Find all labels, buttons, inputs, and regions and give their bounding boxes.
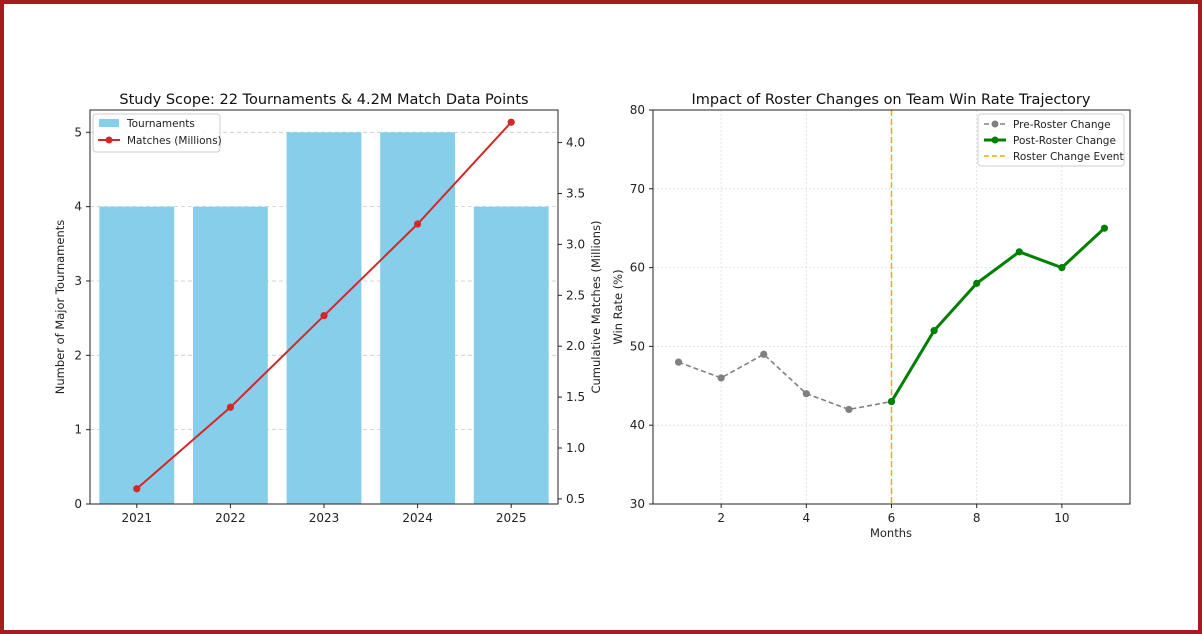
left-y2-tick-label: 3.5	[566, 186, 585, 200]
legend-marker-pre-roster	[991, 120, 999, 128]
line-pre-roster	[678, 353, 892, 411]
left-chart-title: Study Scope: 22 Tournaments & 4.2M Match…	[119, 92, 528, 108]
left-y2-tick-label: 1.5	[566, 390, 585, 404]
left-y2-axis-label: Cumulative Matches (Millions)	[589, 220, 603, 393]
legend-label-post-roster: Post-Roster Change	[1013, 135, 1116, 147]
legend-label-tournaments: Tournaments	[126, 118, 195, 130]
right-chart: Impact of Roster Changes on Team Win Rat…	[611, 92, 1131, 540]
left-x-tick-label: 2022	[215, 511, 246, 525]
left-x-tick-label: 2023	[309, 511, 340, 525]
left-y2-tick-label: 4.0	[566, 136, 585, 150]
left-chart: Study Scope: 22 Tournaments & 4.2M Match…	[53, 92, 603, 525]
bar-tournaments-2022	[192, 206, 268, 504]
bar-tournaments-2021	[99, 206, 175, 504]
right-x-ticks: 2 4 6 8 10	[717, 504, 1069, 525]
right-x-tick-label: 6	[888, 511, 896, 525]
point-pre-roster-month-1	[674, 358, 683, 366]
right-chart-title: Impact of Roster Changes on Team Win Rat…	[692, 92, 1091, 108]
legend-marker-matches	[105, 136, 113, 144]
point-post-roster-month-9	[1015, 248, 1023, 256]
right-line-series	[674, 224, 1109, 414]
left-y2-tick-label: 2.0	[566, 339, 585, 353]
legend-label-pre-roster: Pre-Roster Change	[1013, 119, 1111, 131]
point-matches-2023	[320, 312, 328, 320]
left-y2-tick-label: 1.0	[566, 441, 585, 455]
left-y-tick-label: 3	[74, 274, 82, 288]
left-legend: Tournaments Matches (Millions)	[92, 113, 222, 153]
left-legend-box	[92, 113, 221, 153]
right-legend-box	[977, 113, 1125, 167]
left-y-tick-label: 0	[74, 497, 82, 511]
left-y-axis-label: Number of Major Tournaments	[53, 220, 67, 395]
point-pre-roster-month-4	[802, 390, 810, 398]
point-post-roster-month-7	[930, 327, 938, 335]
point-matches-2021	[133, 485, 141, 493]
legend-marker-post-roster	[991, 136, 999, 144]
point-post-roster-month-8	[973, 279, 981, 287]
right-y-tick-label: 80	[630, 103, 645, 117]
line-post-roster	[890, 227, 1106, 403]
left-x-tick-label: 2024	[402, 511, 433, 525]
point-matches-2022	[226, 403, 234, 411]
left-bars	[99, 132, 549, 504]
point-matches-2024	[414, 220, 422, 228]
left-line-series	[133, 118, 515, 493]
right-x-axis-label: Months	[870, 526, 912, 540]
right-y-tick-label: 40	[630, 418, 645, 432]
right-legend: Pre-Roster Change Post-Roster Change Ros…	[977, 113, 1125, 167]
right-x-tick-label: 8	[973, 511, 981, 525]
point-pre-roster-month-2	[717, 374, 725, 382]
legend-label-matches: Matches (Millions)	[127, 135, 222, 147]
left-y-tick-label: 2	[74, 348, 82, 362]
bar-tournaments-2024	[380, 132, 456, 504]
left-y-tick-label: 4	[74, 200, 82, 214]
right-y-tick-label: 50	[630, 339, 645, 353]
point-matches-2025	[507, 118, 515, 126]
point-post-roster-month-6	[887, 397, 896, 406]
right-y-tick-label: 30	[630, 497, 645, 511]
left-y-tick-label: 5	[74, 125, 82, 139]
left-y-tick-label: 1	[74, 423, 82, 437]
left-y2-tick-label: 0.5	[566, 492, 585, 506]
left-y2-tick-label: 3.0	[566, 237, 585, 251]
left-y-ticks: 0 1 2 3 4 5	[74, 125, 90, 511]
legend-label-roster-event: Roster Change Event	[1013, 151, 1124, 163]
point-post-roster-month-10	[1058, 264, 1066, 272]
left-x-ticks: 2021 2022 2023 2024 2025	[122, 504, 527, 525]
point-pre-roster-month-5	[845, 405, 853, 414]
right-y-ticks: 30 40 50 60 70 80	[630, 103, 653, 511]
right-y-tick-label: 70	[630, 182, 645, 196]
right-y-axis-label: Win Rate (%)	[611, 269, 625, 344]
point-post-roster-month-11	[1100, 224, 1109, 232]
right-x-tick-label: 10	[1054, 511, 1069, 525]
point-pre-roster-month-3	[760, 350, 768, 358]
left-y2-tick-label: 2.5	[566, 288, 585, 302]
left-x-tick-label: 2025	[496, 511, 527, 525]
left-x-tick-label: 2021	[122, 511, 153, 525]
right-x-tick-label: 2	[717, 511, 725, 525]
left-y2-ticks: 0.5 1.0 1.5 2.0 2.5 3.0 3.5 4.0	[558, 136, 585, 506]
bar-tournaments-2025	[473, 206, 549, 504]
legend-swatch-tournaments	[99, 119, 119, 127]
right-y-tick-label: 60	[630, 261, 645, 275]
right-x-tick-label: 4	[803, 511, 811, 525]
